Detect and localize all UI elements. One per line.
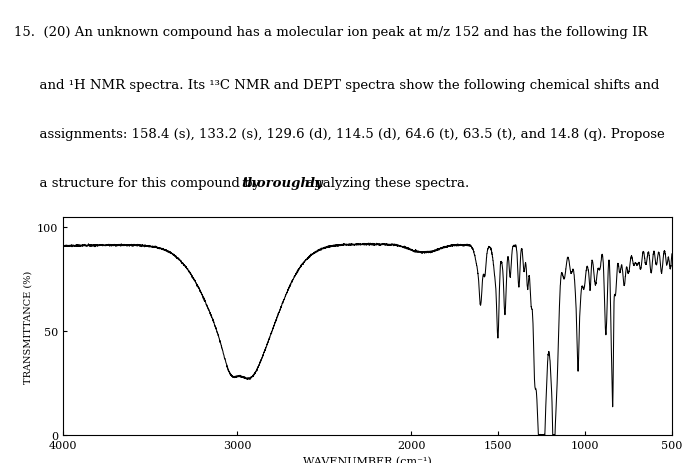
- Y-axis label: TRANSMITTANCE (%): TRANSMITTANCE (%): [24, 270, 33, 383]
- Text: 15.  (20) An unknown compound has a molecular ion peak at m/z 152 and has the fo: 15. (20) An unknown compound has a molec…: [14, 25, 648, 38]
- Text: a structure for this compound by: a structure for this compound by: [14, 176, 265, 189]
- X-axis label: WAVENUMBER (cm⁻¹): WAVENUMBER (cm⁻¹): [303, 456, 432, 463]
- Text: analyzing these spectra.: analyzing these spectra.: [302, 176, 469, 189]
- Text: and ¹H NMR spectra. Its ¹³C NMR and DEPT spectra show the following chemical shi: and ¹H NMR spectra. Its ¹³C NMR and DEPT…: [14, 79, 659, 92]
- Text: assignments: 158.4 (s), 133.2 (s), 129.6 (d), 114.5 (d), 64.6 (t), 63.5 (t), and: assignments: 158.4 (s), 133.2 (s), 129.6…: [14, 127, 665, 140]
- Text: thoroughly: thoroughly: [241, 176, 323, 189]
